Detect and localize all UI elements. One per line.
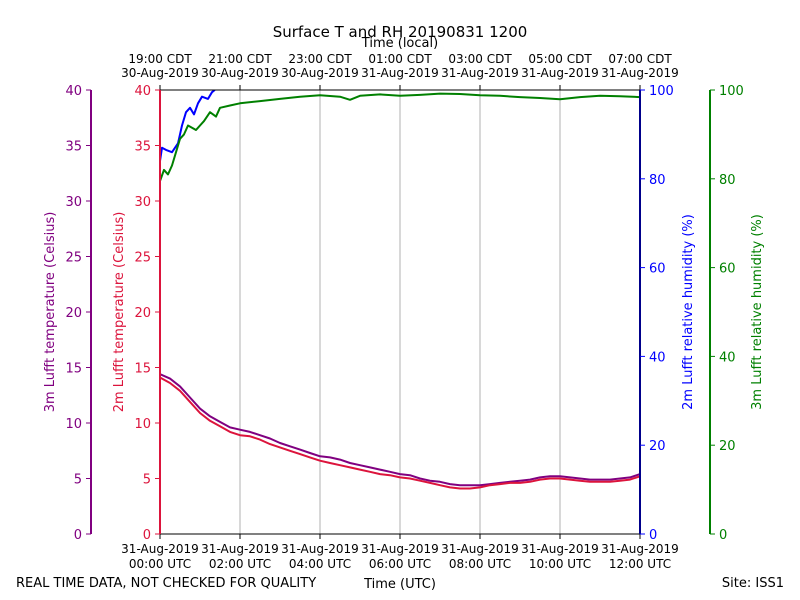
top-tick-time: 19:00 CDT — [128, 52, 192, 66]
bottom-tick-date: 31-Aug-2019 — [281, 542, 359, 556]
t2m-axis-label: 2m Lufft temperature (Celsius) — [112, 212, 127, 413]
bottom-tick-time: 02:00 UTC — [209, 557, 271, 571]
t2m-tick-label: 10 — [134, 417, 151, 432]
rh2m-tick-label: 40 — [649, 350, 666, 365]
bottom-tick-date: 31-Aug-2019 — [361, 542, 439, 556]
t2m-tick-label: 5 — [143, 473, 151, 488]
t3m-tick-label: 5 — [74, 473, 82, 488]
bottom-tick-date: 31-Aug-2019 — [121, 542, 199, 556]
top-axis-label: Time (local) — [361, 36, 438, 51]
rh3m-axis-label: 3m Lufft relative humidity (%) — [750, 214, 765, 410]
t3m-tick-label: 35 — [65, 140, 82, 155]
t2m-tick-label: 20 — [134, 306, 151, 321]
bottom-tick-time: 10:00 UTC — [529, 557, 591, 571]
site-label: Site: ISS1 — [722, 576, 784, 591]
bottom-tick-time: 12:00 UTC — [609, 557, 671, 571]
top-tick-date: 31-Aug-2019 — [361, 66, 439, 80]
bottom-tick-date: 31-Aug-2019 — [201, 542, 279, 556]
t2m-series-line — [160, 376, 640, 490]
t3m-tick-label: 0 — [74, 528, 82, 543]
rh3m-tick-label: 80 — [719, 173, 736, 188]
bottom-tick-time: 06:00 UTC — [369, 557, 431, 571]
t2m-tick-label: 0 — [143, 528, 151, 543]
x-axis-label: Time (UTC) — [363, 577, 436, 592]
rh2m-axis-label: 2m Lufft relative humidity (%) — [681, 214, 696, 410]
top-tick-date: 30-Aug-2019 — [281, 66, 359, 80]
top-tick-time: 07:00 CDT — [608, 52, 672, 66]
quality-disclaimer: REAL TIME DATA, NOT CHECKED FOR QUALITY — [16, 576, 316, 591]
t2m-tick-label: 15 — [134, 362, 151, 377]
top-tick-time: 23:00 CDT — [288, 52, 352, 66]
t2m-tick-label: 30 — [134, 195, 151, 210]
rh2m-tick-label: 100 — [649, 84, 674, 99]
top-tick-date: 31-Aug-2019 — [601, 66, 679, 80]
rh3m-series-line — [160, 92, 640, 182]
series-group — [160, 90, 640, 490]
top-tick-time: 21:00 CDT — [208, 52, 272, 66]
top-tick-date: 30-Aug-2019 — [201, 66, 279, 80]
rh3m-tick-label: 100 — [719, 84, 744, 99]
bottom-tick-time: 08:00 UTC — [449, 557, 511, 571]
t2m-tick-label: 35 — [134, 140, 151, 155]
chart-title: Surface T and RH 20190831 1200 — [273, 23, 528, 41]
bottom-tick-date: 31-Aug-2019 — [521, 542, 599, 556]
top-tick-date: 31-Aug-2019 — [441, 66, 519, 80]
t3m-tick-label: 20 — [65, 306, 82, 321]
t3m-series-line — [160, 373, 640, 487]
top-tick-date: 30-Aug-2019 — [121, 66, 199, 80]
t3m-tick-label: 10 — [65, 417, 82, 432]
t3m-tick-label: 30 — [65, 195, 82, 210]
bottom-tick-date: 31-Aug-2019 — [601, 542, 679, 556]
rh3m-tick-label: 20 — [719, 439, 736, 454]
t3m-axis-label: 3m Lufft temperature (Celsius) — [43, 212, 58, 413]
t3m-tick-label: 15 — [65, 362, 82, 377]
bottom-tick-time: 00:00 UTC — [129, 557, 191, 571]
rh2m-series-line — [160, 90, 216, 162]
top-tick-time: 05:00 CDT — [528, 52, 592, 66]
top-tick-time: 03:00 CDT — [448, 52, 512, 66]
rh3m-tick-label: 0 — [719, 528, 727, 543]
rh2m-tick-label: 0 — [649, 528, 657, 543]
bottom-tick-date: 31-Aug-2019 — [441, 542, 519, 556]
rh2m-tick-label: 20 — [649, 439, 666, 454]
rh3m-tick-label: 40 — [719, 350, 736, 365]
rh2m-tick-label: 60 — [649, 262, 666, 277]
t3m-tick-label: 25 — [65, 251, 82, 266]
t3m-tick-label: 40 — [65, 84, 82, 99]
bottom-tick-time: 04:00 UTC — [289, 557, 351, 571]
rh3m-tick-label: 60 — [719, 262, 736, 277]
top-tick-time: 01:00 CDT — [368, 52, 432, 66]
rh2m-tick-label: 80 — [649, 173, 666, 188]
top-tick-date: 31-Aug-2019 — [521, 66, 599, 80]
t2m-tick-label: 40 — [134, 84, 151, 99]
t2m-tick-label: 25 — [134, 251, 151, 266]
